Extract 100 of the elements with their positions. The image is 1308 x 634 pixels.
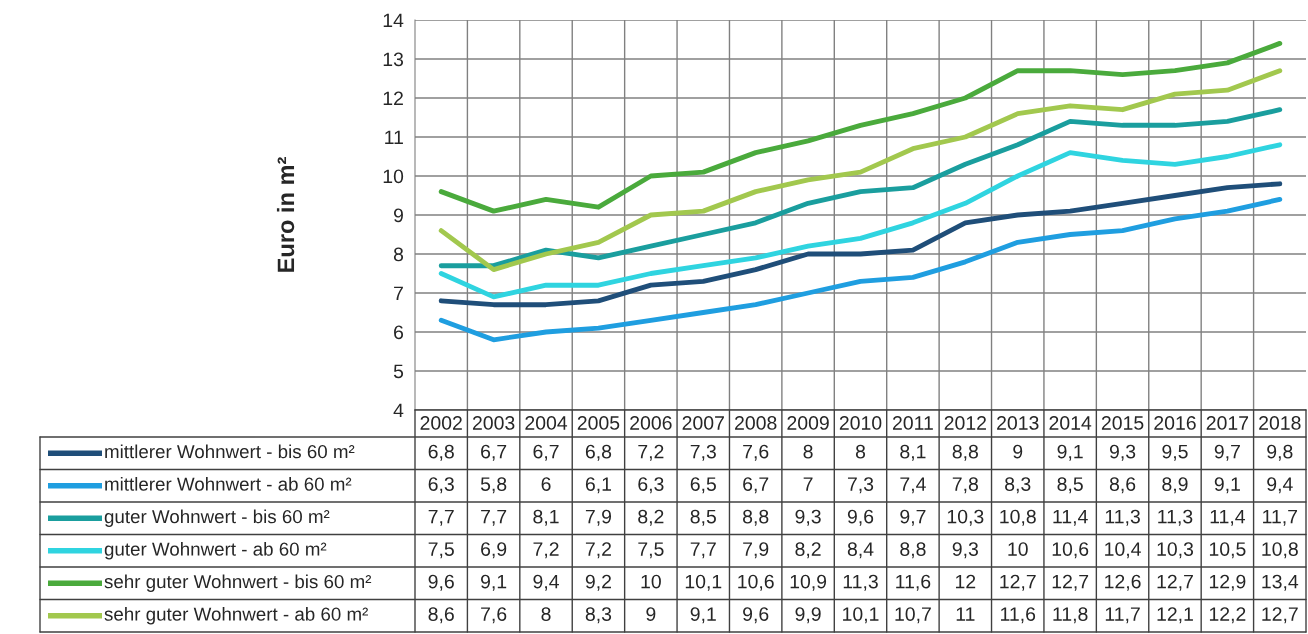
x-tick-label: 2013 [997,416,1039,430]
data-label: 7,2 [585,542,611,559]
data-label: 7,4 [900,477,926,494]
data-label: 6,3 [638,477,664,494]
x-tick-label: 2014 [1049,416,1092,430]
line-series [438,181,1283,308]
data-label: 8,5 [1057,477,1083,494]
data-label: 9,3 [795,509,821,526]
data-label: 7,6 [481,607,507,624]
data-label: 6,7 [481,444,507,461]
data-label: 9,6 [743,607,769,624]
legend-label: guter Wohnwert - bis 60 m² [104,509,330,527]
data-label: 11,4 [1053,509,1088,526]
data-label: 7,8 [952,477,978,494]
data-label: 10,4 [1105,542,1141,559]
line-series [438,68,1283,273]
y-tick-label: 5 [393,364,404,379]
data-label: 9,3 [1109,444,1136,461]
y-tick-label: 4 [393,403,404,418]
data-label: 7,3 [847,477,874,494]
y-tick-label: 13 [383,52,404,67]
data-label: 9,1 [1214,477,1240,494]
x-tick-label: 2008 [735,416,777,430]
x-tick-label: 2011 [892,416,933,430]
data-label: 6,5 [690,477,716,494]
data-label: 12,9 [1209,574,1246,591]
y-tick-label: 11 [385,130,403,145]
data-label: 7,5 [428,542,454,559]
data-label: 8,5 [690,509,716,526]
data-label: 6,8 [585,444,612,461]
x-tick-label: 2015 [1101,416,1144,430]
data-label: 12,6 [1105,574,1141,591]
data-label: 8,8 [952,444,978,461]
data-label: 7,7 [428,509,454,526]
data-label: 7 [803,477,813,491]
x-tick-label: 2002 [420,416,462,430]
data-label: 6 [541,477,551,491]
data-label: 8 [855,444,866,459]
data-label: 9,9 [795,607,821,624]
data-label: 10 [641,574,661,589]
data-label: 6,7 [533,444,559,461]
data-label: 7,3 [690,444,716,461]
y-tick-label: 8 [393,247,404,262]
data-label: 6,8 [428,444,454,461]
data-label: 12,2 [1209,607,1246,624]
data-label: 9,3 [952,542,978,559]
data-label: 8,9 [1162,477,1188,494]
data-label: 12,1 [1157,607,1193,624]
data-label: 9 [1013,444,1023,459]
data-label: 6,7 [743,477,769,494]
data-label: 8,8 [900,542,926,559]
data-label: 8,6 [428,607,454,624]
data-label: 11,6 [896,574,931,591]
data-label: 8,2 [795,542,821,559]
data-label: 8,1 [900,444,926,461]
y-axis-title: Euro in m² [276,157,295,272]
data-label: 11,6 [1001,607,1036,624]
data-label: 8,6 [1109,477,1136,494]
data-label: 10,8 [1000,509,1036,526]
data-label: 12,7 [1052,574,1089,591]
data-label: 10 [1008,542,1028,556]
data-label: 10,6 [1052,542,1089,559]
x-tick-label: 2012 [944,416,986,430]
line-series [438,196,1283,343]
data-label: 8,3 [585,607,612,624]
data-label: 9 [646,607,656,621]
data-label: 12 [955,574,976,589]
data-label: 9,2 [585,574,611,591]
data-label: 11,3 [843,574,878,591]
data-label: 8,8 [743,509,769,526]
data-label: 10,7 [895,607,931,624]
data-label: 7,2 [638,444,664,461]
y-tick-label: 12 [383,91,403,106]
data-label: 6,3 [428,477,454,494]
data-label: 7,5 [638,542,664,559]
data-label: 8 [541,607,551,621]
line-series [438,107,1283,269]
data-label: 7,6 [743,444,769,461]
data-label: 9,7 [900,509,926,526]
x-tick-label: 2016 [1154,416,1196,430]
x-tick-label: 2005 [577,416,620,430]
data-label: 11,7 [1263,509,1298,526]
data-label: 9,5 [1162,444,1188,461]
data-label: 7,9 [743,542,769,559]
y-tick-label: 14 [383,13,404,28]
data-label: 6,1 [585,477,612,494]
data-label: 10,9 [790,574,827,591]
legend-label: guter Wohnwert - ab 60 m² [104,542,327,560]
data-label: 10,1 [685,574,722,591]
data-label: 8,2 [638,509,664,526]
y-tick-label: 9 [393,208,403,223]
data-label: 12,7 [1262,607,1298,624]
y-tick-label: 7 [394,286,403,301]
data-label: 11,7 [1105,607,1140,624]
legend-label: mittlerer Wohnwert - bis 60 m² [105,444,355,459]
line-series [438,142,1283,300]
data-label: 10,5 [1209,542,1246,559]
data-label: 9,1 [690,607,716,624]
data-label: 10,3 [947,509,984,526]
x-tick-label: 2004 [525,416,568,430]
